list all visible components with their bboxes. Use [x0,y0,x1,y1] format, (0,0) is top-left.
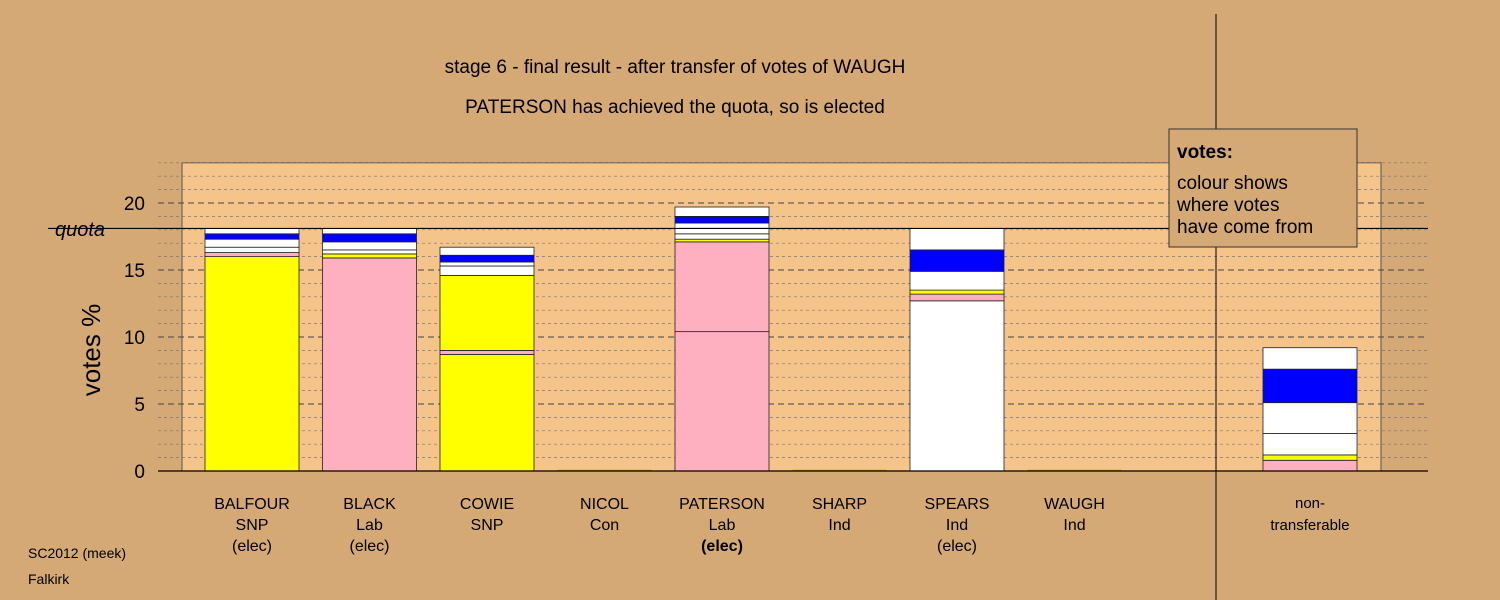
bar-segment [1262,368,1358,404]
bar-segment [909,270,1005,291]
legend-line: colour shows [1177,173,1288,194]
y-tick-label: 0 [134,462,145,483]
chart-title: stage 6 - final result - after transfer … [445,57,906,78]
bar-segment [909,228,1005,251]
bar-segment [674,241,770,333]
y-tick-label: 5 [134,395,145,416]
bar-segment [909,289,1005,295]
bar-segment [322,233,417,243]
x-label-name: SHARP [812,496,867,513]
x-label-name: BLACK [343,496,396,513]
x-label-party: Ind [828,517,850,534]
bar-non-transferable [1262,347,1358,472]
x-label-name: SPEARS [925,496,990,513]
bar-segment [204,228,300,235]
bar-segment [909,293,1005,302]
x-label-status: (elec) [349,538,389,555]
bar-segment [439,246,535,256]
x-label-nontransferable: transferable [1270,517,1349,534]
legend-title: votes: [1177,142,1233,163]
bar-segment [1262,347,1358,370]
bar-segment [1262,454,1358,461]
x-label-name: WAUGH [1044,496,1105,513]
bar-cowie [439,246,535,472]
bar-segment [322,228,417,235]
x-label-party: Con [590,517,619,534]
bar-segment [322,257,417,472]
bar-balfour [204,228,300,472]
x-label-name: BALFOUR [214,496,290,513]
bar-paterson [674,206,770,472]
bar-segment [204,246,300,253]
x-label-name: COWIE [460,496,514,513]
bar-segment [439,261,535,267]
bar-segment [674,233,770,240]
quota-label: quota [55,219,105,241]
bar-segment [1262,459,1358,472]
bar-spears [909,228,1005,472]
y-tick-label: 10 [124,328,145,349]
chart-subtitle: PATERSON has achieved the quota, so is e… [465,97,885,118]
bar-segment [674,238,770,243]
x-label-party: SNP [236,517,269,534]
bar-segment [322,241,417,251]
bar-segment [909,300,1005,472]
bar-segment [674,206,770,217]
legend-box [1168,128,1358,248]
footer-line: Falkirk [28,571,70,587]
legend-line: have come from [1177,217,1313,238]
bar-segment [322,249,417,255]
footer-line: SC2012 (meek) [28,545,126,561]
bar-segment [439,354,535,472]
bar-segment [1262,433,1358,456]
bar-segment [909,249,1005,272]
bar-segment [204,256,300,472]
y-tick-label: 15 [124,261,145,282]
bar-segment [439,265,535,276]
bar-black [322,228,417,472]
x-label-name: PATERSON [679,496,765,513]
bar-segment [674,215,770,224]
x-label-status: (elec) [701,538,743,555]
bar-segment [204,233,300,240]
x-label-party: Lab [709,517,736,534]
x-label-status: (elec) [232,538,272,555]
bar-segment [439,254,535,263]
x-label-party: Ind [1063,517,1085,534]
x-label-nontransferable: non- [1295,495,1325,512]
y-axis-label: votes % [76,304,106,397]
x-label-party: Ind [946,517,968,534]
legend: votes: colour shows where votes have com… [1168,128,1358,248]
x-label-party: SNP [471,517,504,534]
x-label-status: (elec) [937,538,977,555]
bar-segment [674,331,770,472]
x-label-party: Lab [356,517,383,534]
bar-segment [1262,402,1358,434]
bar-segment [204,252,300,258]
bar-segment [439,274,535,351]
y-tick-label: 20 [124,194,145,215]
x-label-name: NICOL [580,496,629,513]
bar-segment [204,238,300,248]
bar-segment [439,349,535,355]
bar-segment [322,253,417,259]
legend-line: where votes [1176,195,1279,216]
